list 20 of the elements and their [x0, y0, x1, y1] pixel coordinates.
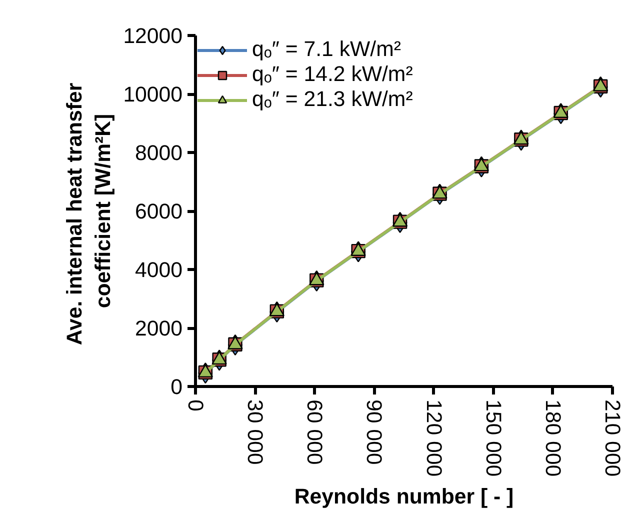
x-tick-label: 0 — [184, 400, 208, 412]
x-tick-label: 180 000 — [540, 400, 565, 477]
x-tick-label: 120 000 — [422, 400, 446, 477]
y-tick-label: 0 — [170, 375, 183, 399]
legend-label: qₒ″ = 14.2 kW/m² — [252, 62, 413, 87]
y-tick-label: 12000 — [123, 24, 183, 48]
x-tick-label: 150 000 — [481, 400, 506, 477]
x-tick-label: 60 000 — [302, 400, 327, 465]
y-tick-label: 10000 — [123, 82, 183, 106]
y-tick-label: 8000 — [135, 141, 183, 165]
y-tick-label: 4000 — [135, 258, 183, 282]
y-tick-label: 6000 — [135, 200, 183, 224]
legend-label: qₒ″ = 7.1 kW/m² — [252, 37, 401, 62]
x-tick-label: 210 000 — [600, 400, 624, 477]
y-tick-label: 2000 — [135, 316, 183, 340]
x-tick-label: 90 000 — [362, 400, 386, 465]
legend-label: qₒ″ = 21.3 kW/m² — [252, 87, 413, 112]
x-tick-label: 30 000 — [243, 400, 268, 465]
y-axis-title: Ave. internal heat transfer coefficient [W/m²K] — [62, 82, 116, 346]
x-axis-title: Reynolds number [ - ] — [294, 484, 514, 509]
